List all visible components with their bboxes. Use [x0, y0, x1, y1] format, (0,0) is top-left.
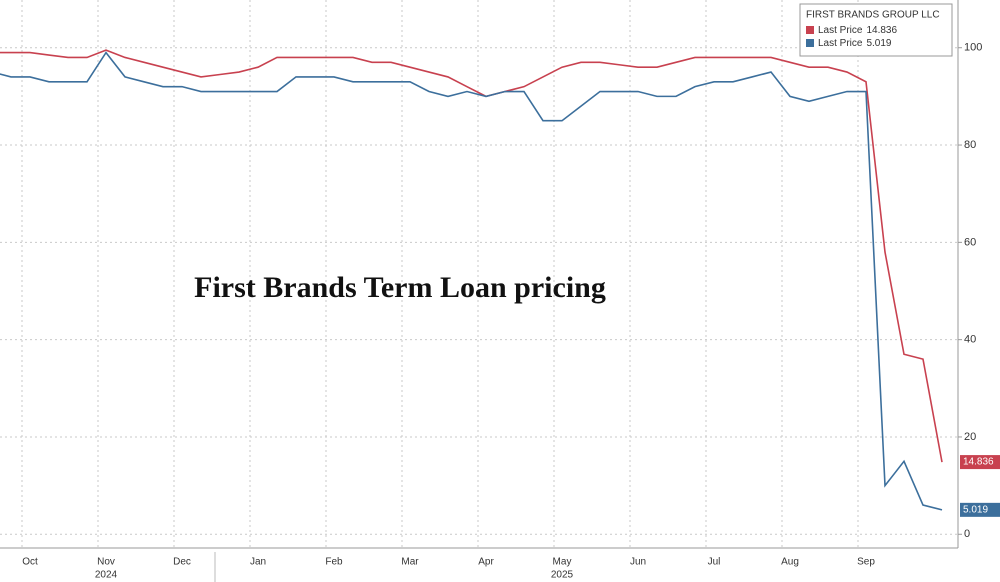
- x-tick-label: Jun: [630, 557, 646, 568]
- year-label: 2025: [551, 570, 574, 581]
- last-value-tag-bg: [960, 502, 1000, 517]
- legend-title: FIRST BRANDS GROUP LLC: [806, 10, 940, 21]
- x-tick-label: Feb: [325, 557, 343, 568]
- x-tick-label: Oct: [22, 557, 38, 568]
- legend-box: [799, 3, 953, 57]
- x-tick-label: Aug: [781, 557, 799, 568]
- x-tick-label: Jul: [708, 557, 721, 568]
- x-tick-label: Nov: [97, 557, 115, 568]
- x-tick-label: Apr: [478, 557, 494, 568]
- y-tick-label: 60: [964, 236, 976, 248]
- legend-last-value: 14.836: [866, 25, 897, 36]
- last-value-tag-text: 5.019: [963, 504, 988, 515]
- y-tick-label: 100: [964, 42, 982, 54]
- legend-swatch: [806, 26, 814, 34]
- last-value-tag: 5.019: [960, 502, 1000, 517]
- legend-last-value: 5.019: [866, 38, 891, 49]
- year-label: 2024: [95, 570, 118, 581]
- last-value-tag-text: 14.836: [963, 457, 994, 468]
- series-line: [0, 49, 943, 463]
- y-tick-label: 80: [964, 139, 976, 151]
- x-tick-label: Sep: [857, 557, 875, 568]
- legend-name: Last Price: [818, 25, 863, 36]
- legend-swatch: [806, 39, 814, 47]
- y-tick-label: 20: [964, 431, 976, 443]
- legend-label: Last Price 14.836: [818, 25, 897, 36]
- series-line: [0, 51, 943, 511]
- y-tick-label: 0: [964, 528, 970, 540]
- y-tick-label: 40: [964, 334, 976, 346]
- x-tick-label: Mar: [401, 557, 419, 568]
- legend-name: Last Price: [818, 38, 863, 49]
- legend-label: Last Price 5.019: [818, 38, 892, 49]
- x-tick-label: May: [553, 557, 572, 568]
- last-value-tag: 14.836: [960, 455, 1000, 470]
- annotation: First Brands Term Loan pricing: [194, 271, 606, 304]
- x-tick-label: Jan: [250, 557, 266, 568]
- last-value-tag-bg: [960, 455, 1000, 470]
- x-tick-label: Dec: [173, 557, 191, 568]
